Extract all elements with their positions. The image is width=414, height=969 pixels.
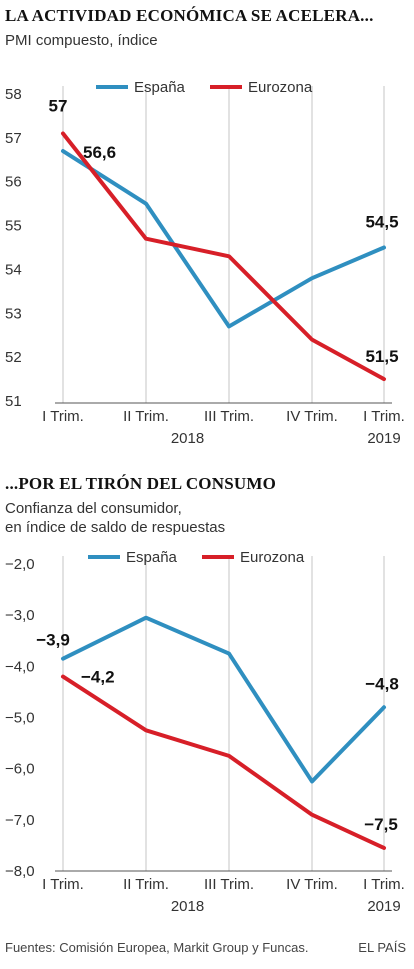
- chart-1-category-label: IV Trim.: [286, 408, 338, 425]
- chart-1-data-label: 54,5: [365, 213, 398, 232]
- chart-1-ytick-label: 52: [5, 349, 22, 366]
- chart-1-category-label: III Trim.: [204, 408, 254, 425]
- chart-1-year-label: 2019: [367, 430, 400, 447]
- chart-1-year-label: 2018: [171, 430, 204, 447]
- chart-2-ytick-label: −3,0: [5, 607, 35, 624]
- chart-1-category-label: II Trim.: [123, 408, 169, 425]
- chart-2-year-label: 2019: [367, 898, 400, 915]
- chart-2-ytick-label: −2,0: [5, 556, 35, 573]
- chart-2-title: ...POR EL TIRÓN DEL CONSUMO: [5, 474, 276, 493]
- chart-1-category-label: I Trim.: [42, 408, 84, 425]
- chart-1-title: LA ACTIVIDAD ECONÓMICA SE ACELERA...: [5, 6, 374, 25]
- chart-2-ytick-label: −6,0: [5, 761, 35, 778]
- chart-2-category-label: I Trim.: [42, 876, 84, 893]
- chart-2-data-label: −4,2: [81, 668, 115, 687]
- chart-2-data-label: −3,9: [36, 631, 70, 650]
- chart-1-pmi: 51 52 53 54 55 56 57 58 I Trim. II Trim. III Trim.…: [5, 79, 405, 447]
- chart-1-legend-label: Eurozona: [248, 79, 313, 96]
- chart-1-ytick-label: 56: [5, 174, 22, 191]
- chart-2-data-label: −4,8: [365, 674, 399, 693]
- footer: Fuentes: Comisión Europea, Markit Group …: [5, 940, 406, 955]
- chart-2-category-label: IV Trim.: [286, 876, 338, 893]
- chart-1-series-line-espana: [61, 149, 386, 329]
- chart-2-data-label: −7,5: [364, 815, 398, 834]
- chart-2-series-line-eurozona: [61, 674, 386, 850]
- chart-1-legend-label: España: [134, 79, 186, 96]
- chart-2-category-label: III Trim.: [204, 876, 254, 893]
- chart-2-legend-label: Eurozona: [240, 549, 305, 566]
- chart-2-series-line-espana: [61, 615, 386, 784]
- chart-2-year-label: 2018: [171, 898, 204, 915]
- chart-1-ytick-label: 55: [5, 218, 22, 235]
- chart-1-ytick-label: 51: [5, 393, 22, 410]
- chart-1-ytick-label: 58: [5, 86, 22, 103]
- chart-1-data-label: 57: [49, 96, 68, 115]
- chart-1-ytick-label: 53: [5, 305, 22, 322]
- chart-1-ytick-label: 54: [5, 261, 22, 278]
- chart-2-consumer-confidence: −8,0 −7,0 −6,0 −5,0 −4,0 −3,0 −2,0 I Trim. II Tr…: [5, 549, 405, 915]
- chart-1-data-label: 56,6: [83, 143, 116, 162]
- chart-2-ytick-label: −7,0: [5, 812, 35, 829]
- chart-2-subtitle-line-2: en índice de saldo de respuestas: [5, 519, 226, 536]
- chart-2-ytick-label: −8,0: [5, 863, 35, 880]
- chart-2-legend-label: España: [126, 549, 178, 566]
- chart-2-subtitle-line-1: Confianza del consumidor,: [5, 500, 182, 517]
- chart-2-category-label: I Trim.: [363, 876, 405, 893]
- chart-1-ytick-label: 57: [5, 130, 22, 147]
- chart-2-ytick-label: −5,0: [5, 710, 35, 727]
- chart-1-subtitle: PMI compuesto, índice: [5, 32, 158, 49]
- chart-1-data-label: 51,5: [365, 347, 398, 366]
- chart-1-category-label: I Trim.: [363, 408, 405, 425]
- chart-2-category-label: II Trim.: [123, 876, 169, 893]
- chart-2-ytick-label: −4,0: [5, 658, 35, 675]
- chart-1-series-line-eurozona: [61, 131, 386, 382]
- sources-note: Fuentes: Comisión Europea, Markit Group …: [5, 940, 309, 955]
- publisher-credit: EL PAÍS: [358, 940, 406, 955]
